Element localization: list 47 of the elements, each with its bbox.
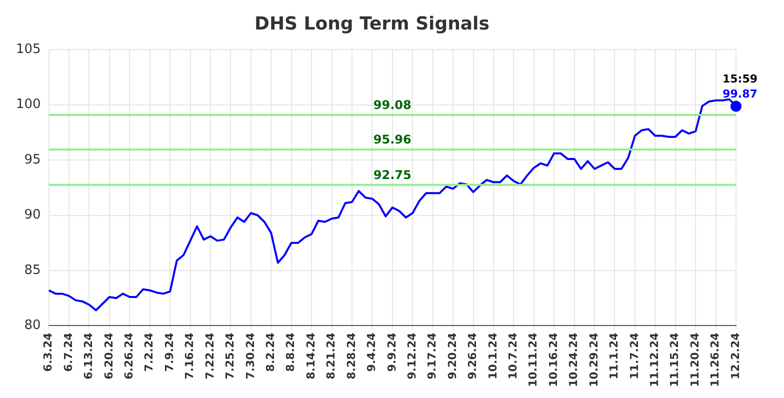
annotation: 15:59 [722, 72, 758, 86]
x-tick-label: 11.7.24 [628, 332, 641, 380]
x-tick-label: 8.8.24 [284, 332, 298, 372]
x-tick-label: 8.14.24 [304, 332, 318, 380]
y-tick-label: 95 [24, 152, 41, 168]
x-tick-label: 10.29.24 [587, 332, 600, 387]
x-tick-label: 10.11.24 [526, 332, 540, 387]
x-tick-label: 9.4.24 [365, 332, 378, 372]
y-tick-label: 105 [16, 42, 41, 57]
chart-title: DHS Long Term Signals [254, 13, 490, 34]
x-tick-label: 7.16.24 [183, 332, 196, 380]
x-tick-label: 10.24.24 [567, 332, 580, 387]
data-label: 99.87 [722, 88, 758, 101]
x-tick-label: 11.20.24 [688, 332, 702, 387]
ref-line-label: 95.96 [373, 132, 412, 147]
x-tick-label: 7.30.24 [244, 332, 257, 380]
x-tick-label: 6.7.24 [62, 332, 75, 372]
ref-line-label: 92.75 [373, 168, 412, 182]
x-tick-label: 7.2.24 [142, 332, 156, 372]
x-tick-label: 11.1.24 [608, 332, 621, 380]
x-tick-label: 9.12.24 [405, 332, 418, 380]
y-tick-label: 90 [24, 208, 41, 223]
x-tick-label: 8.2.24 [264, 332, 277, 372]
y-tick-label: 80 [24, 318, 41, 334]
x-tick-label: 9.9.24 [385, 332, 398, 372]
x-tick-label: 7.9.24 [162, 332, 176, 372]
x-tick-label: 6.13.24 [82, 332, 96, 380]
x-tick-label: 10.7.24 [506, 332, 520, 380]
x-tick-label: 7.22.24 [203, 332, 216, 380]
y-tick-label: 85 [24, 262, 41, 278]
x-tick-label: 8.28.24 [344, 332, 358, 380]
x-tick-label: 11.12.24 [648, 332, 662, 387]
x-tick-label: 10.16.24 [546, 332, 560, 387]
y-tick-label: 100 [16, 97, 41, 112]
x-tick-label: 9.17.24 [426, 332, 439, 380]
x-tick-label: 9.26.24 [466, 332, 480, 380]
x-tick-label: 11.15.24 [668, 332, 682, 387]
ref-line-label: 99.08 [373, 98, 412, 112]
x-tick-label: 8.21.24 [324, 332, 338, 380]
x-tick-label: 10.1.24 [486, 332, 500, 380]
x-tick-label: 6.26.24 [122, 332, 136, 380]
x-tick-label: 11.26.24 [708, 332, 722, 387]
x-tick-label: 9.20.24 [446, 332, 459, 380]
x-tick-label: 6.3.24 [42, 332, 55, 372]
x-tick-label: 6.20.24 [102, 332, 116, 380]
x-tick-label: 7.25.24 [224, 332, 237, 380]
x-tick-label: 12.2.24 [728, 332, 742, 380]
